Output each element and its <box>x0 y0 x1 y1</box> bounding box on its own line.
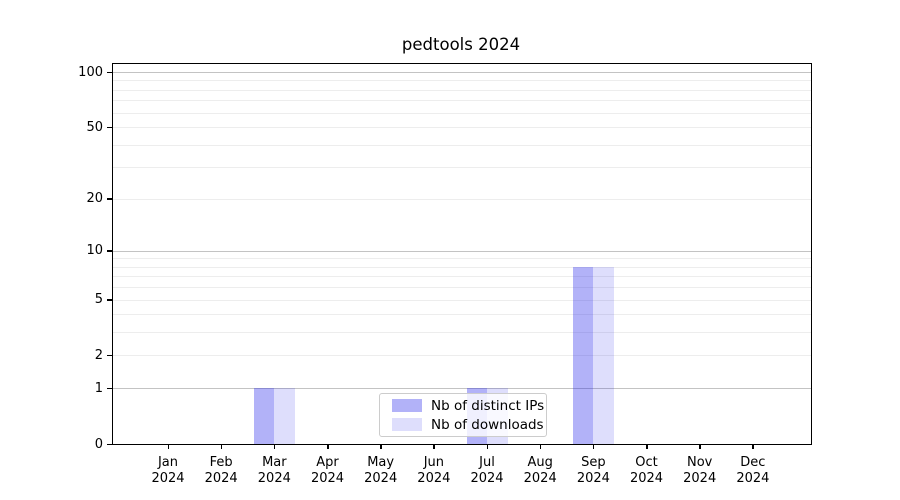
x-tick <box>486 444 489 449</box>
minor-gridline <box>113 198 811 200</box>
x-tick-month: Nov <box>687 455 713 470</box>
y-tick-label: 5 <box>94 292 103 308</box>
minor-gridline <box>113 167 811 169</box>
x-tick-year: 2024 <box>736 471 770 486</box>
x-tick-month: Dec <box>740 455 766 470</box>
minor-gridline <box>113 89 811 91</box>
x-tick-year: 2024 <box>364 471 398 486</box>
x-tick-month: Sep <box>581 455 606 470</box>
y-tick-label: 50 <box>86 119 103 135</box>
x-tick-label: Feb 2024 <box>193 455 249 487</box>
legend: Nb of distinct IPs Nb of downloads <box>379 393 547 437</box>
x-tick-year: 2024 <box>310 471 345 486</box>
minor-gridline <box>113 314 811 316</box>
x-tick <box>327 444 329 449</box>
x-tick-label: May 2024 <box>353 455 409 487</box>
x-tick-year: 2024 <box>151 471 185 486</box>
bar-downloads <box>274 388 295 444</box>
x-tick-year: 2024 <box>257 471 291 486</box>
minor-gridline <box>113 276 811 278</box>
bar-downloads <box>593 266 614 444</box>
chart-title: pedtools 2024 <box>401 35 521 54</box>
y-tick-label: 10 <box>86 243 103 259</box>
y-tick-label: 100 <box>78 64 103 80</box>
minor-gridline <box>113 355 811 357</box>
x-tick-month: May <box>367 455 395 470</box>
x-tick-label: Dec 2024 <box>725 455 781 487</box>
minor-gridline <box>113 266 811 268</box>
major-gridline <box>113 388 811 390</box>
legend-swatch <box>392 418 422 431</box>
minor-gridline <box>113 80 811 82</box>
x-tick-month: Jan <box>157 455 179 470</box>
plot-canvas: 0 1 2 5 10 20 50 100 Jan 2024 Feb 2024 Mar 2024 Apr 202… <box>78 64 811 486</box>
x-tick-month: Oct <box>635 455 658 470</box>
y-tick-label: 0 <box>94 436 103 452</box>
x-tick-label: Sep 2024 <box>565 455 621 487</box>
y-tick <box>106 71 112 73</box>
x-tick-year: 2024 <box>629 471 664 486</box>
y-tick-label: 20 <box>86 191 103 207</box>
x-tick <box>699 444 701 449</box>
minor-gridline <box>113 299 811 301</box>
y-tick <box>106 299 112 301</box>
x-tick-label: Oct 2024 <box>619 455 675 487</box>
major-gridline <box>113 72 811 73</box>
y-tick <box>106 443 112 445</box>
x-tick-month: Mar <box>262 455 287 470</box>
x-tick-year: 2024 <box>683 471 717 486</box>
x-tick-month: Jul <box>479 455 495 470</box>
minor-gridline <box>113 127 811 129</box>
legend-swatch <box>392 399 422 412</box>
x-tick <box>220 444 223 449</box>
legend-label: Nb of distinct IPs <box>431 397 545 414</box>
minor-gridline <box>113 112 811 114</box>
x-tick-label: Aug 2024 <box>512 455 568 487</box>
minor-gridline <box>113 144 811 146</box>
x-tick <box>380 444 382 449</box>
x-tick <box>646 444 648 449</box>
x-tick-month: Feb <box>209 455 233 470</box>
x-tick <box>539 444 542 449</box>
plot-area: 0 1 2 5 10 20 50 100 Jan 2024 Feb 2024 Mar 2024 Apr 202… <box>78 63 812 486</box>
x-tick <box>592 444 595 449</box>
legend-row: Nb of downloads <box>380 418 546 432</box>
x-tick <box>273 444 276 449</box>
x-tick-year: 2024 <box>417 471 451 486</box>
x-tick-label: Jun 2024 <box>406 455 462 487</box>
y-tick <box>106 198 112 200</box>
x-tick-label: Nov 2024 <box>672 455 728 487</box>
legend-row: Nb of distinct IPs <box>380 399 546 413</box>
x-tick-label: Apr 2024 <box>300 455 356 487</box>
x-tick-label: Mar 2024 <box>246 455 302 487</box>
x-tick <box>167 444 169 449</box>
x-tick-year: 2024 <box>576 471 610 486</box>
x-tick-month: Apr <box>316 455 339 470</box>
bar-distinct-ips <box>572 266 594 444</box>
y-tick <box>106 250 112 252</box>
x-tick-year: 2024 <box>204 471 238 486</box>
bar-distinct-ips <box>253 388 275 444</box>
major-gridline <box>113 250 811 252</box>
y-tick <box>106 126 112 129</box>
x-tick-month: Aug <box>527 455 553 470</box>
minor-gridline <box>113 100 811 102</box>
x-tick-label: Jul 2024 <box>459 455 515 487</box>
legend-label: Nb of downloads <box>431 416 544 433</box>
x-tick-month: Jun <box>423 455 444 470</box>
minor-gridline <box>113 287 811 289</box>
y-tick-label: 2 <box>94 347 103 363</box>
x-tick <box>433 444 435 449</box>
y-tick <box>106 387 112 390</box>
x-tick <box>752 444 754 449</box>
x-tick-label: Jan 2024 <box>140 455 196 487</box>
minor-gridline <box>113 258 811 260</box>
minor-gridline <box>113 332 811 334</box>
y-tick-label: 1 <box>94 380 103 396</box>
x-tick-year: 2024 <box>523 471 557 486</box>
x-tick-year: 2024 <box>470 471 504 486</box>
y-tick <box>106 354 112 357</box>
